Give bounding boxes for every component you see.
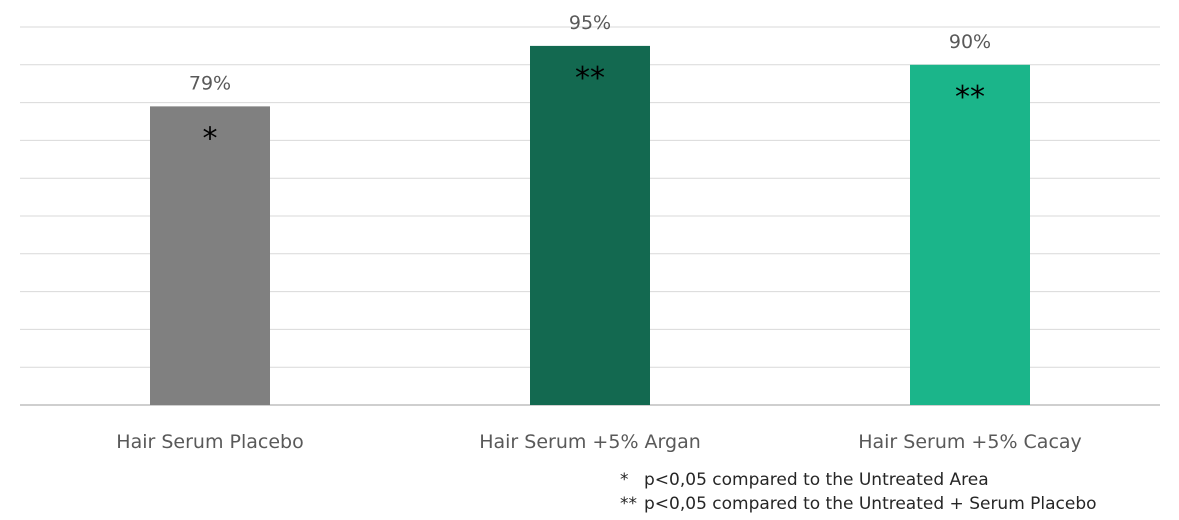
data-label: 90% [949,31,991,53]
footnotes: * p<0,05 compared to the Untreated Area *… [620,468,1097,516]
bar [150,106,270,405]
bar-chart: 79% * Hair Serum Placebo 95% ** Hair Serum +5… [20,12,1160,453]
bars [150,45,1030,406]
data-label: 79% [189,72,231,94]
bar [530,45,650,406]
significance-marker: ** [575,61,605,96]
bar [910,64,1030,406]
footnote-2: ** p<0,05 compared to the Untreated + Ser… [620,492,1097,516]
footnote-1: * p<0,05 compared to the Untreated Area [620,468,1097,492]
significance-marker: * [203,121,218,156]
category-label: Hair Serum +5% Argan [479,431,701,453]
footnote-mark: * [620,470,629,490]
footnote-mark: ** [620,494,637,514]
significance-marker: ** [955,80,985,115]
data-label: 95% [569,12,611,34]
footnote-text: p<0,05 compared to the Untreated + Serum… [644,494,1097,514]
labels: 79% * Hair Serum Placebo 95% ** Hair Serum +5… [116,12,1081,453]
category-label: Hair Serum Placebo [116,431,303,453]
category-label: Hair Serum +5% Cacay [858,431,1082,453]
footnote-text: p<0,05 compared to the Untreated Area [644,470,989,490]
